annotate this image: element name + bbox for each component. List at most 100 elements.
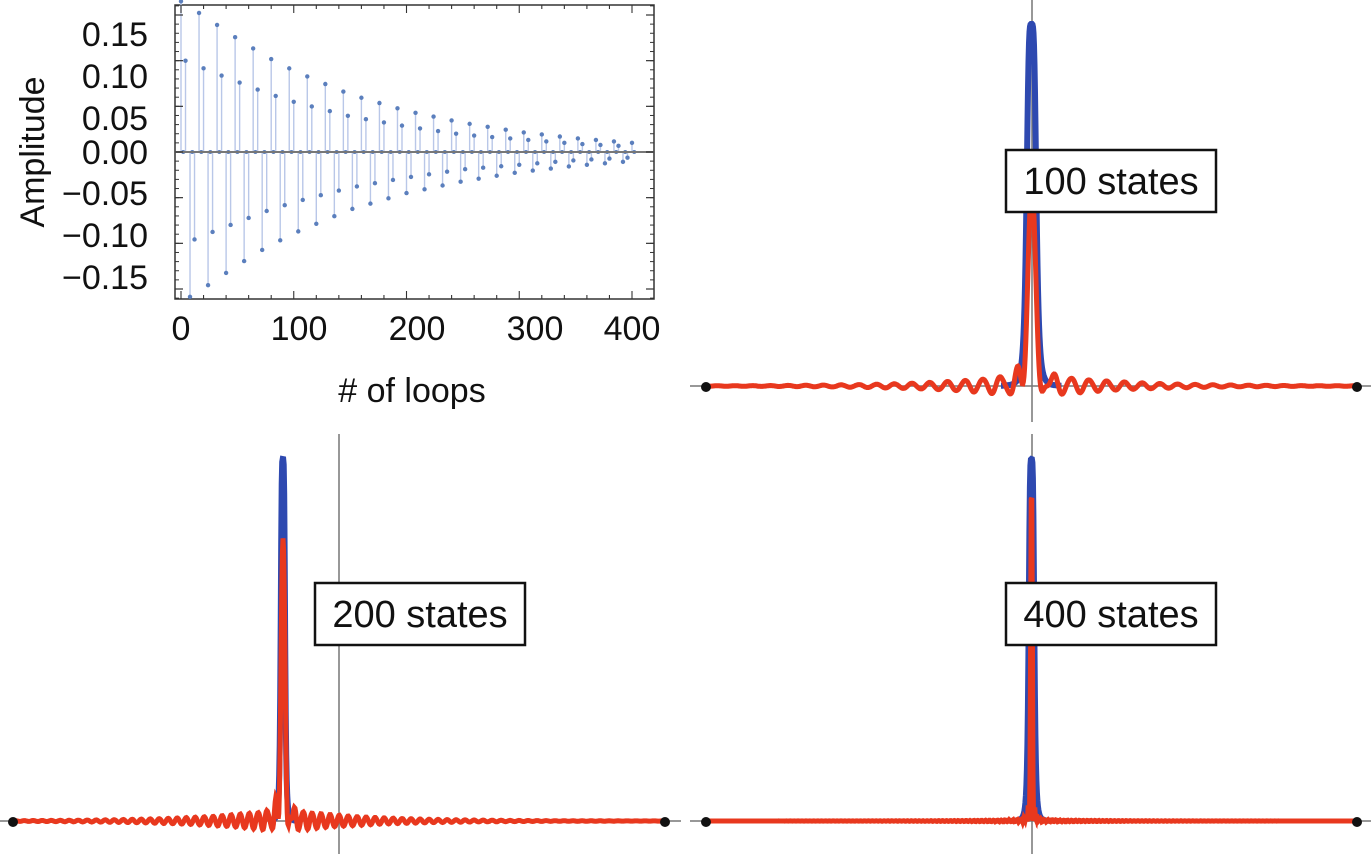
stem-point (305, 74, 310, 79)
x-tick-label: 100 (271, 310, 328, 348)
stem-point (196, 10, 202, 16)
stem-point (359, 95, 364, 100)
stem-point (336, 188, 342, 193)
stem-point (444, 169, 450, 174)
state-count-box (313, 581, 527, 647)
endpoint-marker (701, 817, 711, 827)
stem-point (381, 120, 387, 125)
stem-point (566, 164, 572, 169)
stem-point (201, 66, 206, 71)
stem-point (526, 137, 531, 143)
stem-point (602, 161, 608, 166)
stem-point (544, 139, 549, 144)
stem-point (422, 187, 427, 192)
y-tick-label: 0.10 (82, 58, 148, 96)
stem-point (449, 118, 454, 123)
stem-point (237, 80, 242, 85)
panel-200-states: 200 states (0, 434, 681, 854)
y-tick-label: 0.00 (82, 134, 148, 172)
state-count-label: 400 states (1023, 594, 1198, 636)
stem-point (354, 184, 360, 189)
amplitude-stem-plot: 0.15 0.10 0.05 0.00 −0.05 −0.10 −0.15 0 … (14, 0, 660, 410)
stem-point (453, 131, 459, 136)
y-tick-label: 0.05 (82, 100, 148, 138)
x-axis-title: # of loops (338, 372, 485, 410)
y-tick-label: −0.05 (62, 175, 148, 213)
stem-point (241, 258, 247, 264)
stem-point (300, 197, 305, 203)
stem-point (219, 73, 224, 78)
stem-point (399, 123, 405, 128)
stem-point (426, 172, 432, 177)
stem-point (435, 128, 441, 134)
stem-point (575, 136, 581, 141)
stem-point (480, 165, 486, 170)
stem-point (228, 222, 233, 228)
stem-point (611, 139, 617, 144)
stem-point (521, 130, 526, 135)
panel-400-states: 400 states (690, 434, 1371, 854)
stem-point (255, 87, 260, 92)
stem-point (205, 282, 211, 288)
y-tick-label: −0.15 (62, 259, 148, 297)
stem-point (377, 100, 382, 106)
endpoint-marker (1352, 382, 1362, 392)
stem-point (350, 206, 355, 212)
x-tick-label: 0 (172, 310, 191, 348)
stem-point (187, 294, 193, 300)
approx-curve (12, 538, 666, 834)
stem-point (494, 173, 499, 178)
stem-point (368, 201, 373, 206)
stem-point (386, 196, 391, 201)
stem-point (553, 159, 558, 165)
stem-point (345, 113, 351, 118)
stem-point (192, 237, 197, 242)
approx-curve (706, 496, 1357, 830)
endpoint-marker (701, 382, 711, 392)
x-tick-label: 400 (604, 310, 661, 348)
stem-point (458, 179, 463, 184)
stem-point (408, 174, 414, 180)
stem-point (508, 136, 513, 141)
stem-point (489, 134, 495, 140)
stem-point (309, 104, 314, 109)
stem-point (332, 213, 337, 219)
stem-point (571, 158, 576, 163)
stem-point (183, 58, 188, 63)
stem-point (223, 270, 229, 276)
state-count-label: 100 states (1023, 161, 1198, 203)
stem-point (363, 116, 369, 122)
stem-marks (178, 0, 637, 300)
stem-point (485, 124, 490, 129)
x-tick-label: 300 (507, 310, 564, 348)
stem-point (539, 132, 544, 137)
stem-point (323, 81, 328, 87)
stem-point (562, 140, 567, 146)
stem-point (214, 22, 220, 28)
state-count-box (1004, 148, 1218, 214)
stem-point (269, 56, 274, 62)
stem-point (616, 143, 621, 149)
stem-point (476, 176, 481, 181)
y-tick-label: 0.15 (82, 16, 148, 54)
stem-point (530, 168, 535, 173)
stem-point (535, 161, 540, 166)
stem-point (580, 141, 585, 147)
stem-point (462, 166, 468, 172)
stem-point (607, 156, 612, 161)
stem-point (557, 134, 563, 139)
stem-point (503, 127, 508, 132)
stem-point (282, 202, 287, 208)
stem-point (287, 66, 292, 71)
stem-point (620, 159, 626, 165)
stem-point (517, 162, 522, 167)
y-axis-title: Amplitude (14, 76, 52, 227)
stem-point (178, 0, 184, 4)
x-tick-label: 200 (389, 310, 446, 348)
stem-point (440, 183, 445, 188)
stem-point (314, 221, 319, 226)
endpoint-marker (1352, 817, 1362, 827)
curves (12, 455, 666, 834)
stem-point (395, 106, 400, 111)
